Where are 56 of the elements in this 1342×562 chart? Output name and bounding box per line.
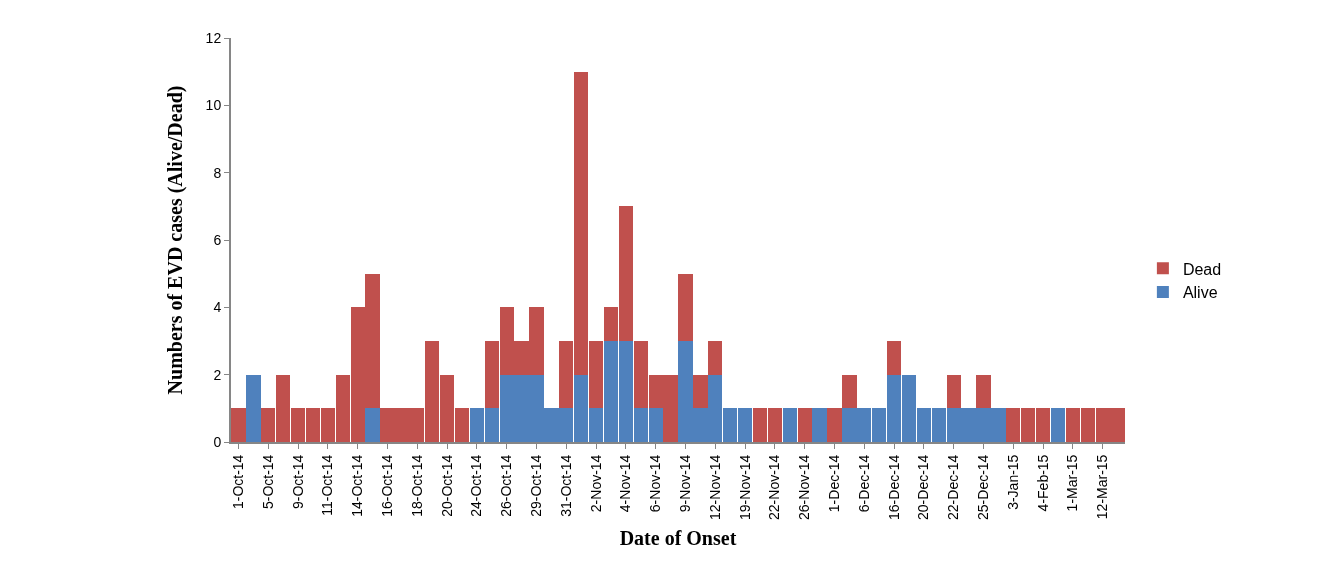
bar: [827, 408, 842, 442]
x-tick-label: 5-Oct-14: [259, 454, 276, 510]
x-tick-label: 4-Nov-14: [617, 454, 634, 513]
x-tick-label: 14-Oct-14: [349, 454, 366, 517]
legend-label: Dead: [1182, 260, 1222, 278]
bar: [976, 374, 991, 409]
x-tick-label: 2-Nov-14: [587, 454, 604, 513]
x-tick-label: 22-Nov-14: [766, 454, 783, 520]
bar: [886, 341, 902, 375]
bar: [842, 374, 857, 409]
x-tick-label: 1-Dec-14: [826, 454, 842, 513]
y-tick-label: 2: [213, 366, 222, 383]
x-tick-label: 16-Dec-14: [885, 454, 902, 520]
x-tick-label: 1-Mar-15: [1064, 454, 1081, 512]
x-tick-label: 12-Nov-14: [706, 454, 723, 520]
bar: [797, 408, 812, 442]
x-tick-label: 18-Oct-14: [408, 454, 425, 517]
x-tick-label: 3-Jan-15: [1004, 454, 1021, 510]
x-tick-label: 4-Feb-15: [1034, 454, 1051, 512]
bar: [812, 408, 827, 442]
legend-label: Alive: [1182, 284, 1218, 302]
bar: [1050, 408, 1066, 442]
x-tick-label: 6-Dec-14: [855, 454, 872, 513]
x-tick-label: 19-Nov-14: [736, 454, 753, 520]
bar: [782, 408, 797, 442]
x-tick-label: 31-Oct-14: [557, 454, 574, 517]
bar: [708, 341, 723, 375]
x-tick-label: 16-Oct-14: [379, 454, 395, 517]
bar: [365, 408, 380, 442]
bar: [678, 273, 693, 341]
x-tick-label: 29-Oct-14: [528, 454, 544, 517]
x-tick-label: 1-Oct-14: [230, 454, 246, 510]
x-tick-label: 9-Oct-14: [289, 454, 306, 510]
x-tick-label: 20-Oct-14: [438, 454, 455, 517]
x-tick-label: 26-Nov-14: [796, 454, 813, 520]
x-tick-label: 20-Dec-14: [915, 454, 932, 520]
x-tick-label: 12-Mar-15: [1094, 454, 1111, 520]
y-tick-label: 6: [213, 231, 222, 248]
x-tick-label: 22-Dec-14: [945, 454, 962, 520]
y-tick-label: 12: [205, 29, 222, 46]
bar: [231, 408, 246, 442]
y-tick-label: 8: [213, 164, 222, 181]
x-tick-label: 25-Dec-14: [975, 454, 991, 520]
y-tick-label: 0: [213, 433, 222, 450]
bar: [246, 374, 261, 442]
x-tick-label: 9-Nov-14: [677, 454, 693, 513]
x-tick-label: 24-Oct-14: [468, 454, 485, 517]
y-axis-title: Numbers of EVD cases (Alive/Dead): [163, 85, 187, 395]
x-tick-label: 11-Oct-14: [319, 454, 336, 516]
x-tick-label: 26-Oct-14: [498, 454, 515, 517]
y-tick-label: 10: [205, 97, 222, 114]
x-tick-label: 6-Nov-14: [647, 454, 664, 513]
y-tick-label: 4: [213, 299, 222, 316]
bar: [693, 374, 708, 409]
bar: [946, 374, 961, 409]
x-axis-title: Date of Onset: [619, 526, 737, 549]
